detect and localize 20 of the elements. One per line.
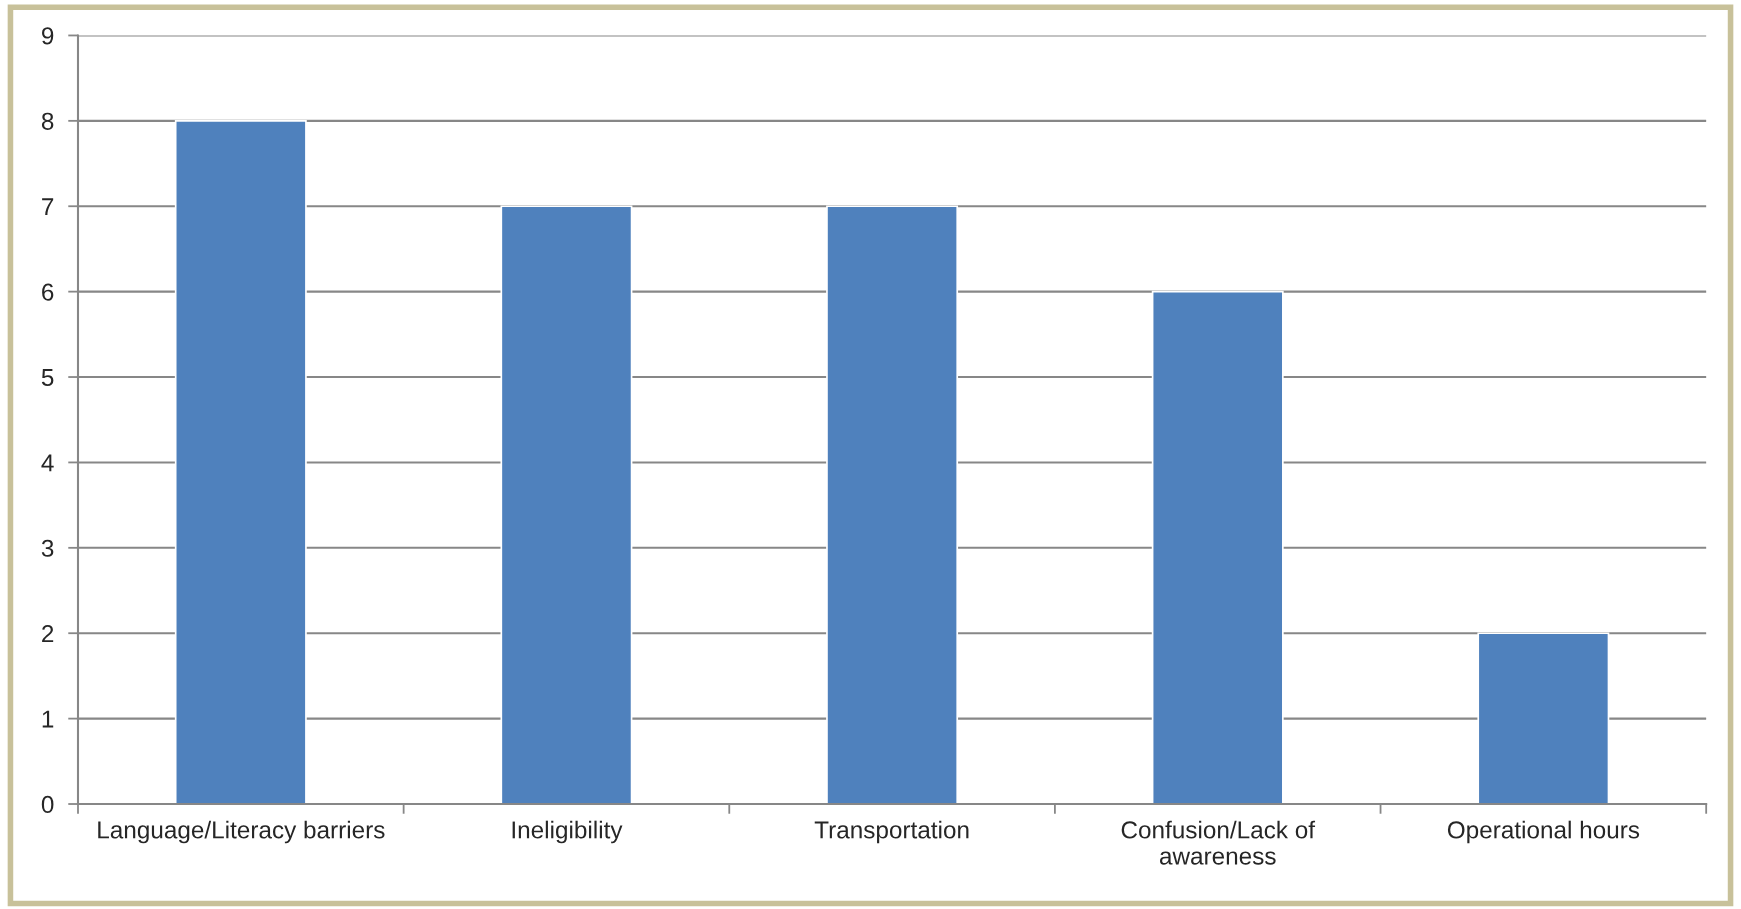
- y-tick-label: 2: [42, 625, 54, 643]
- x-tick-label: Language/Literacy barriers: [98, 820, 385, 844]
- y-tick-label: 9: [42, 27, 54, 45]
- bar: [1151, 290, 1284, 805]
- y-tick-label: 4: [41, 454, 54, 472]
- x-tick-label: Ineligibility: [512, 820, 623, 844]
- y-tick-label: 3: [41, 539, 54, 557]
- y-tick-label: 6: [42, 283, 54, 301]
- bar: [1477, 632, 1610, 805]
- bar: [174, 120, 307, 805]
- x-tick-label: Operational hours: [1447, 820, 1640, 844]
- y-tick-label: 1: [42, 710, 54, 728]
- y-tick-label: 8: [41, 112, 54, 130]
- x-tick-label: Transportation: [814, 820, 969, 844]
- bar: [500, 205, 633, 805]
- y-tick-label: 0: [41, 795, 54, 814]
- bar: [826, 205, 959, 805]
- y-tick-label: 7: [42, 198, 54, 216]
- y-tick-label: 5: [41, 369, 54, 387]
- x-tick-label: Confusion/Lack of awareness: [1121, 820, 1316, 865]
